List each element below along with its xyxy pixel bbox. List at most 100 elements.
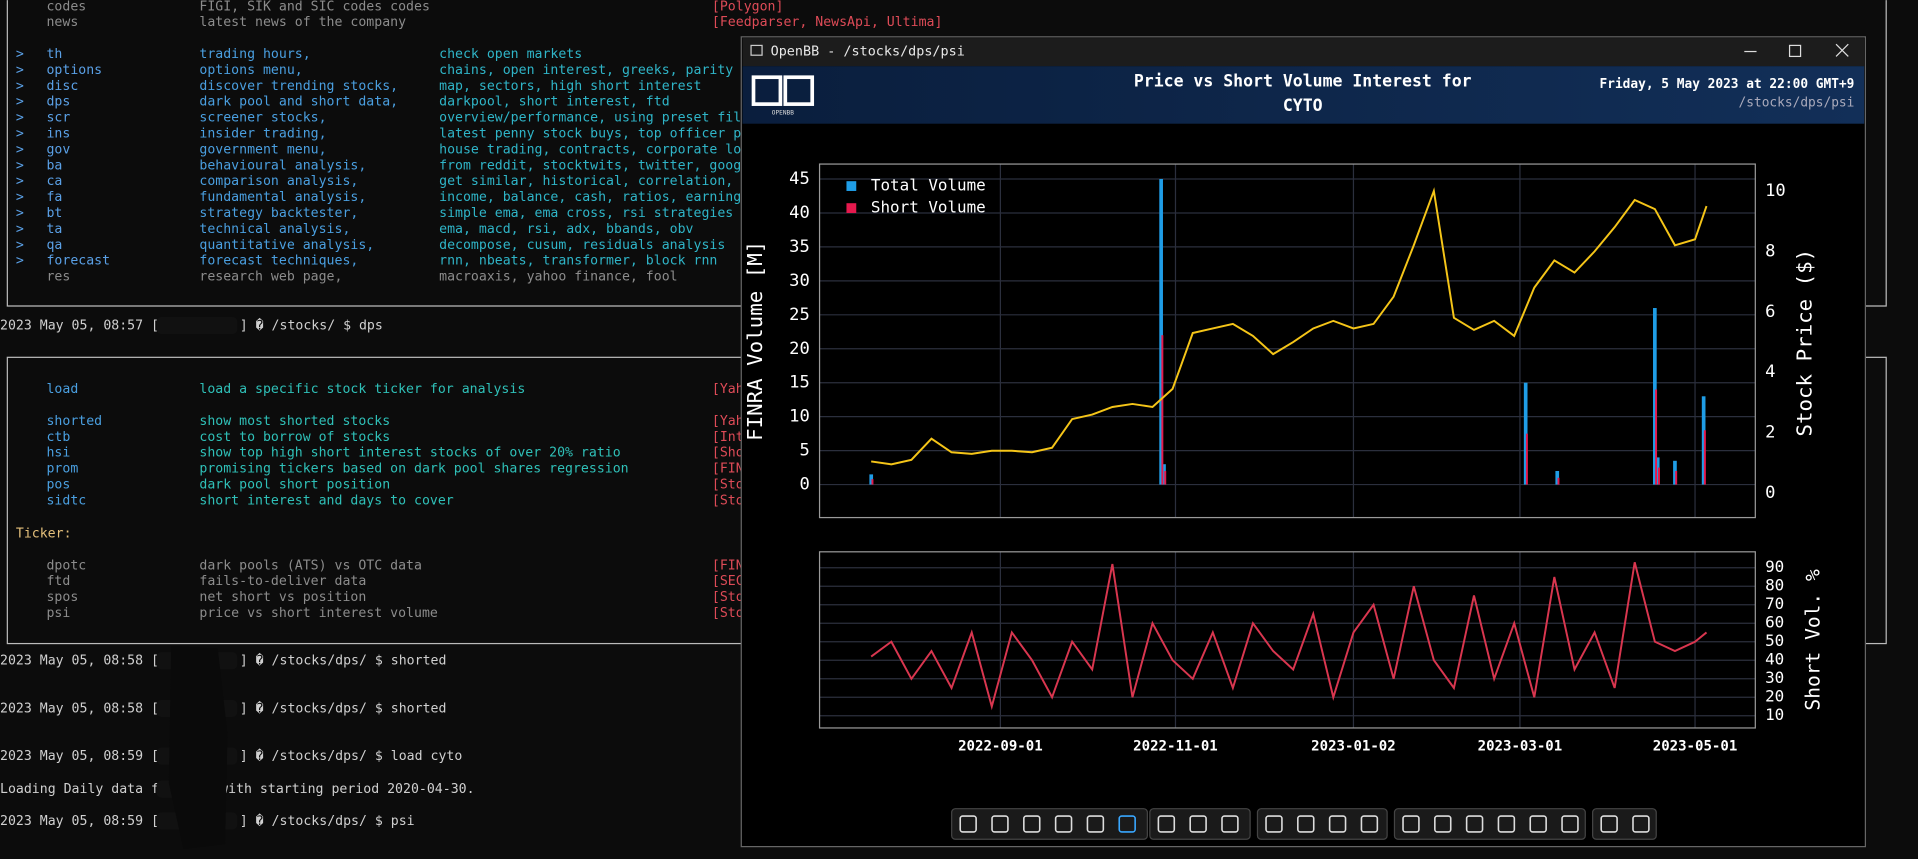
menu-desc: trading hours,	[199, 47, 310, 62]
menu-prefix: >	[16, 190, 24, 205]
dps-cmd: ctb	[46, 430, 70, 445]
window-frame	[740, 36, 1867, 848]
toolbar-button[interactable]	[1632, 815, 1650, 833]
menu-cmd: gov	[46, 142, 70, 157]
menu-desc: insider trading,	[199, 126, 326, 141]
x-tick-label: 2023-03-01	[1478, 738, 1563, 754]
toolbar-button[interactable]	[1561, 815, 1579, 833]
legend-swatch	[846, 181, 857, 191]
y-tick-label: 15	[789, 373, 810, 393]
toolbar-button[interactable]	[1360, 815, 1379, 833]
dps-cmd: ftd	[46, 574, 70, 589]
menu-desc: comparison analysis,	[199, 174, 358, 189]
x-tick-label: 2022-11-01	[1133, 738, 1218, 754]
toolbar-button[interactable]	[1402, 815, 1420, 833]
dps-desc: promising tickers based on dark pool sha…	[199, 462, 628, 477]
prompt-text: 2023 May 05, 08:59 [	[0, 814, 159, 829]
prompt-text: 2023 May 05, 08:58 [	[0, 701, 159, 716]
prompt-text: with starting period 2020-04-30.	[220, 782, 474, 797]
menu-cmd: ca	[46, 174, 62, 189]
bar	[1655, 457, 1660, 485]
y-tick-label: 20	[789, 339, 810, 359]
toolbar-button[interactable]	[1118, 815, 1136, 833]
prompt-text: ] � /stocks/dps/ $ shorted	[240, 700, 447, 716]
menu-detail: darkpool, short interest, ftd	[439, 95, 670, 110]
menu-cmd: dps	[46, 95, 70, 110]
x-tick-label: 2022-09-01	[958, 738, 1043, 754]
menu-source: [Polygon]	[712, 0, 784, 14]
dps-cmd: spos	[46, 590, 78, 605]
line	[870, 561, 1708, 711]
toolbar-button[interactable]	[1189, 815, 1207, 833]
chart-title: Price vs Short Volume Interest for	[1134, 72, 1472, 91]
menu-prefix: >	[16, 142, 24, 157]
menu-cmd: th	[46, 47, 62, 62]
prompt-text: Loading Daily data f	[0, 782, 159, 797]
toolbar-button[interactable]	[1157, 815, 1176, 833]
menu-prefix: >	[16, 174, 24, 189]
dps-desc: fails-to-deliver data	[199, 574, 366, 589]
toolbar-button[interactable]	[1328, 815, 1347, 833]
y-tick-label: 60	[1765, 613, 1784, 632]
chart-header	[742, 66, 1865, 124]
menu-detail: rnn, nbeats, transformer, block rnn	[439, 254, 717, 269]
toolbar-button[interactable]	[1529, 815, 1547, 833]
toolbar-button[interactable]	[1054, 815, 1073, 833]
toolbar-button[interactable]	[1434, 815, 1452, 833]
y-tick-label: 45	[789, 169, 810, 189]
y-tick-label: 30	[789, 271, 810, 291]
toolbar-button[interactable]	[1465, 815, 1484, 833]
prompt-text: ] � /stocks/dps/ $ psi	[240, 813, 415, 829]
y-tick-label: 10	[789, 407, 810, 427]
bar	[869, 474, 874, 485]
bar	[1673, 460, 1677, 485]
toolbar-button[interactable]	[991, 815, 1009, 833]
x-tick-label: 2023-05-01	[1653, 738, 1738, 754]
menu-prefix: >	[16, 158, 24, 173]
toolbar-button[interactable]	[1221, 815, 1239, 833]
toolbar-group	[1256, 808, 1388, 840]
dps-cmd: shorted	[46, 414, 102, 429]
toolbar-button[interactable]	[1086, 815, 1105, 833]
dps-source: [FIN	[712, 558, 744, 573]
dps-desc: price vs short interest volume	[199, 606, 438, 621]
menu-prefix: >	[16, 206, 24, 221]
menu-prefix: >	[16, 222, 24, 237]
menu-cmd: bt	[46, 206, 62, 221]
toolbar-group	[1393, 808, 1586, 840]
dps-cmd: prom	[46, 462, 78, 477]
title-bar	[742, 38, 1865, 67]
toolbar-button[interactable]	[1297, 815, 1315, 833]
x-tick-label: 2023-01-02	[1311, 738, 1396, 754]
dps-source: [Sto	[712, 606, 744, 621]
y-axis-label: FINRA Volume [M]	[743, 241, 767, 441]
dps-cmd: hsi	[46, 446, 70, 461]
toolbar-button[interactable]	[1497, 815, 1516, 833]
menu-cmd: ta	[46, 222, 62, 237]
menu-cmd: fa	[46, 190, 62, 205]
dps-desc: cost to borrow of stocks	[199, 430, 390, 445]
plot-frame	[818, 163, 1756, 519]
maximize-button[interactable]	[1788, 44, 1802, 58]
dps-cmd: sidtc	[46, 493, 86, 508]
close-button[interactable]	[1835, 43, 1849, 57]
chart: 0 5 10 15 20 25 30 35 40 45 0 2 4 6 8 10 FINRA Volume [M…	[743, 163, 1816, 519]
y2-tick-label: 6	[1765, 302, 1775, 322]
toolbar-button[interactable]	[1265, 815, 1283, 833]
toolbar-button[interactable]	[1023, 815, 1041, 833]
prompt-text: ] � /stocks/ $ dps	[240, 318, 383, 334]
toolbar	[951, 808, 1657, 840]
toolbar-button[interactable]	[959, 815, 977, 833]
prompt-text: 2023 May 05, 08:57 [	[0, 319, 159, 334]
bar	[1161, 335, 1164, 485]
bar	[1703, 430, 1706, 485]
menu-detail: chains, open interest, greeks, parity	[439, 63, 733, 78]
bar	[1557, 477, 1560, 485]
chart-path: /stocks/dps/psi	[1739, 95, 1855, 110]
bar	[1655, 389, 1658, 485]
y-tick-label: 30	[1765, 668, 1784, 687]
y-tick-label: 80	[1765, 576, 1784, 595]
toolbar-button[interactable]	[1600, 815, 1618, 833]
dps-source: [FIN	[712, 462, 744, 477]
menu-cmd: forecast	[46, 254, 110, 269]
